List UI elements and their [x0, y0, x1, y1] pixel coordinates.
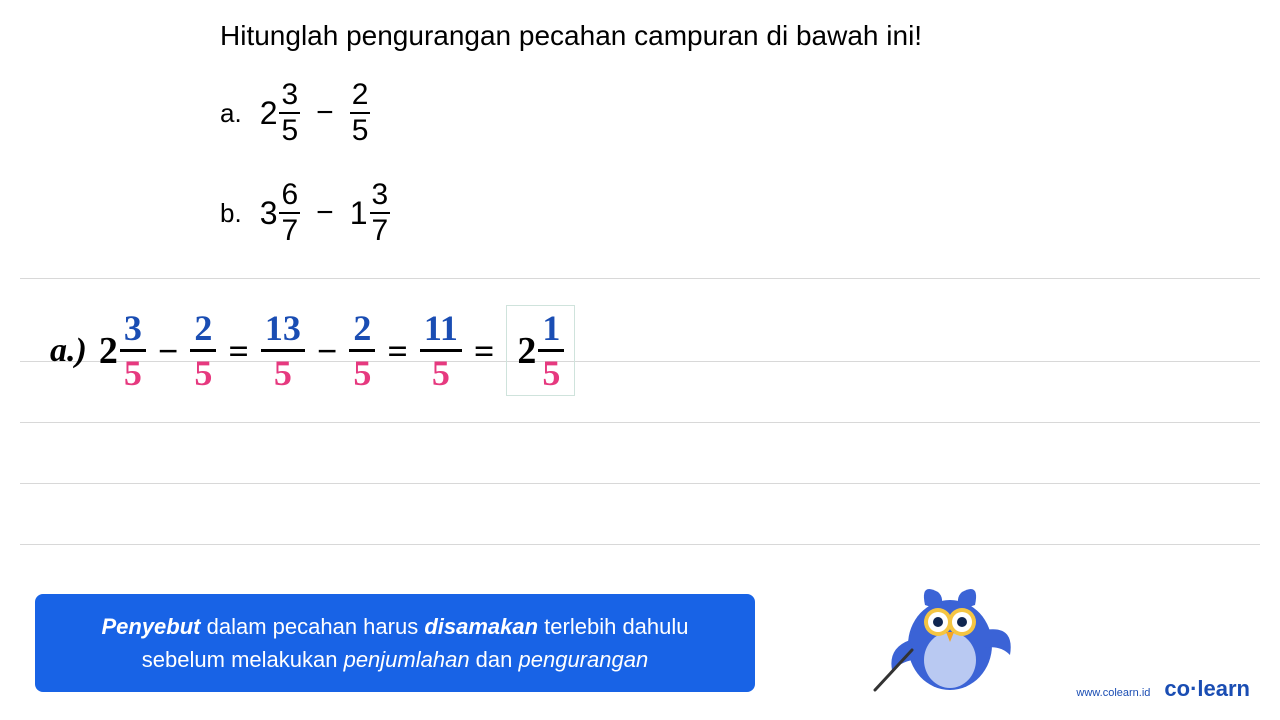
rule-line	[20, 422, 1260, 423]
brand-logo: co·learn	[1164, 676, 1250, 702]
problem-b-lhs: 3 6 7	[260, 180, 300, 246]
frac-step4: 2 5	[349, 310, 375, 391]
minus-op: −	[316, 96, 334, 130]
question-title: Hitunglah pengurangan pecahan campuran d…	[220, 20, 922, 52]
solution-label: a.)	[50, 332, 87, 370]
problem-a: a. 2 3 5 − 2 5	[220, 80, 370, 146]
rule-line	[20, 544, 1260, 545]
problem-a-rhs: 2 5	[350, 80, 371, 146]
brand-url: www.colearn.id	[1076, 687, 1150, 699]
rule-line	[20, 278, 1260, 279]
hint-box: Penyebut dalam pecahan harus disamakan t…	[35, 594, 755, 692]
page-root: Hitunglah pengurangan pecahan campuran d…	[0, 0, 1280, 720]
answer-box: 2 1 5	[506, 305, 575, 396]
mascot-owl-icon	[870, 570, 1020, 700]
problem-b: b. 3 6 7 − 1 3 7	[220, 180, 390, 246]
problem-b-rhs: 1 3 7	[350, 180, 390, 246]
problem-a-lhs: 2 3 5	[260, 80, 300, 146]
frac-answer: 1 5	[538, 310, 564, 391]
rule-line	[20, 483, 1260, 484]
frac-step2: 2 5	[190, 310, 216, 391]
brand-area: www.colearn.id co·learn	[1076, 676, 1250, 702]
minus-op: −	[316, 196, 334, 230]
problem-label-b: b.	[220, 198, 242, 229]
frac-step1: 3 5	[120, 310, 146, 391]
solution-a: a.) 2 3 5 − 2 5 = 13 5 − 2 5 = 11	[50, 305, 575, 396]
problem-label-a: a.	[220, 98, 242, 129]
frac-step3: 13 5	[261, 310, 305, 391]
frac-step5: 11 5	[420, 310, 462, 391]
